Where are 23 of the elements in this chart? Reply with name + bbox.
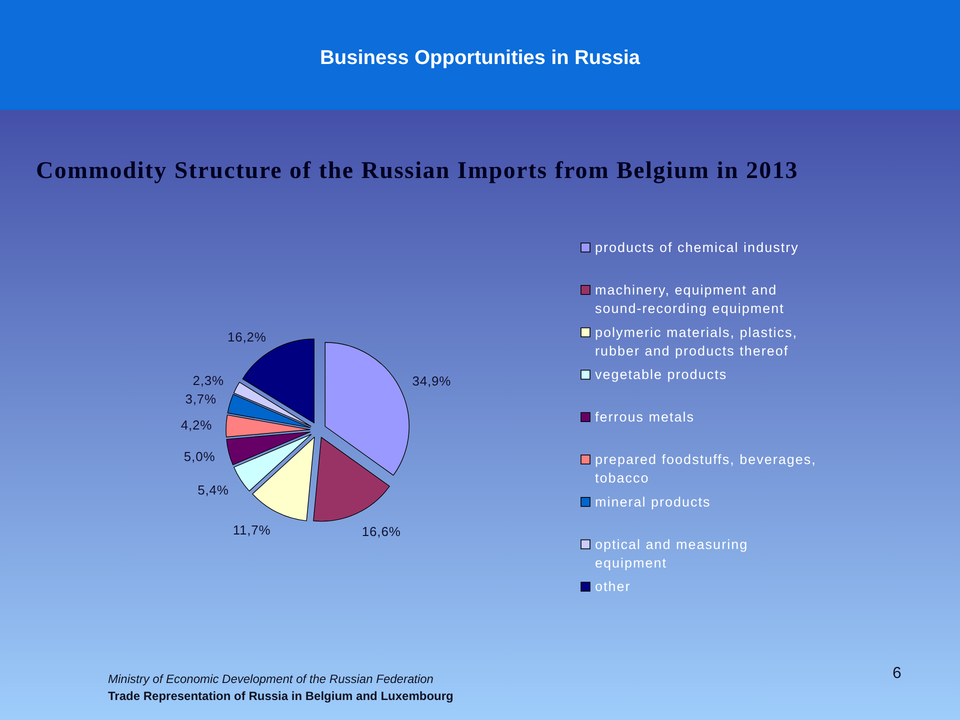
legend-label: vegetable products <box>595 367 728 382</box>
text: Ministry of Economic Development of the Russian Federation <box>108 672 434 686</box>
data-label: 3,7% <box>185 391 217 406</box>
text: 6 <box>892 665 902 682</box>
legend-label: machinery, equipment and sound-recording equipment <box>595 282 784 316</box>
legend-label: other <box>595 579 631 594</box>
legend-label: optical and measuring equipment <box>595 536 748 570</box>
chart-title: Commodity Structure of the Russian Imports from Belgium in 2013 <box>36 158 798 184</box>
data-label: 16,2% <box>227 329 266 344</box>
data-label: 16,6% <box>362 524 401 539</box>
text: Business Opportunities in Russia <box>320 47 641 69</box>
data-label: 11,7% <box>232 522 271 538</box>
data-label: 2,3% <box>192 372 224 388</box>
legend-label: mineral products <box>595 494 711 510</box>
legend-label: products of chemical industry <box>595 240 799 255</box>
data-label: 4,2% <box>180 417 212 432</box>
legend-label: prepared foodstuffs, beverages, tobacco <box>595 452 816 486</box>
legend-label: ferrous metals <box>595 410 695 425</box>
data-label: 5,4% <box>198 482 229 498</box>
legend-label: polymeric materials, plastics, rubber and products thereof <box>595 324 798 358</box>
data-label: 5,0% <box>184 449 216 464</box>
text: Trade Representation of Russia in Belgium and Luxembourg <box>108 689 454 703</box>
data-label: 34,9% <box>412 374 452 389</box>
